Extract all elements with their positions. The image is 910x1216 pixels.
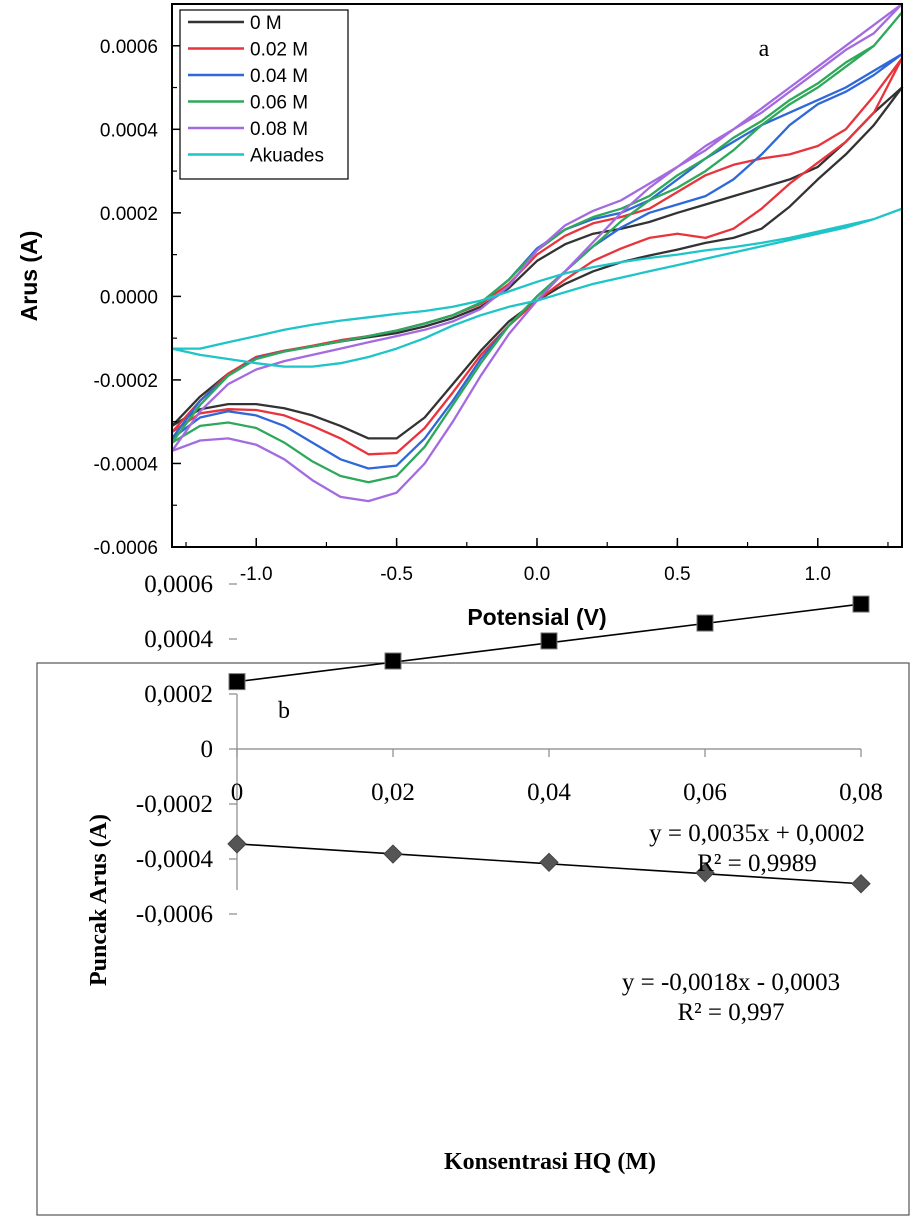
x-axis-ticks: -1.0 -0.5 0.0 0.5 1.0: [185, 538, 889, 585]
x-tick-label: 0.5: [664, 564, 690, 585]
r-squared-lower: R² = 0,997: [677, 999, 784, 1026]
square-marker: [228, 673, 246, 691]
r-squared-upper: R² = 0,9989: [697, 850, 817, 877]
y-axis-ticks: -0.0006 -0.0004 -0.0002 0.0000 0.0002 0.0004 0…: [94, 37, 181, 559]
diamond-marker: [695, 863, 715, 883]
y-axis-title: Arus (A): [16, 231, 42, 322]
y-tick-label: 0,0006: [144, 571, 213, 598]
axis-ticks: -0,0006 -0,0004 -0,0002 0 0,0002 0,0004 0,0006…: [136, 571, 883, 928]
y-tick-label: -0.0002: [94, 371, 158, 392]
y-tick-label: 0.0000: [100, 287, 158, 308]
legend: 0 M 0.02 M 0.04 M 0.06 M 0.08 M Akuades: [179, 9, 349, 180]
square-marker: [696, 614, 714, 632]
panel-label: a: [759, 36, 770, 62]
y-tick-label: -0.0006: [94, 538, 158, 559]
y-tick-label: 0.0006: [100, 37, 158, 58]
x-tick-label: 0: [231, 779, 244, 806]
diamond-marker: [539, 852, 559, 873]
legend-label: Akuades: [250, 146, 324, 167]
calibration-chart: -0,0006 -0,0004 -0,0002 0 0,0002 0,0004 0,0006…: [36, 571, 910, 1216]
x-tick-label: -0.5: [380, 564, 413, 585]
legend-label: 0.06 M: [250, 93, 308, 114]
diamond-marker: [227, 834, 247, 854]
legend-box: [179, 9, 349, 180]
panel-label: b: [278, 698, 290, 724]
y-tick-label: -0,0006: [136, 901, 213, 928]
y-tick-label: -0.0004: [94, 454, 159, 475]
y-tick-label: 0,0002: [144, 681, 213, 708]
y-tick-label: 0.0004: [100, 120, 159, 141]
square-marker: [540, 632, 558, 650]
x-tick-label: 0,06: [683, 779, 727, 806]
y-axis-title: Puncak Arus (A): [86, 814, 112, 986]
panel-border: [36, 662, 910, 1216]
y-tick-label: 0: [201, 736, 214, 763]
data-markers: [227, 595, 871, 894]
y-tick-label: 0.0002: [100, 204, 158, 225]
x-tick-label: 0,04: [527, 779, 571, 806]
x-axis-title: Konsentrasi HQ (M): [444, 1149, 656, 1175]
y-tick-label: 0,0004: [144, 626, 213, 653]
x-tick-label: 0,08: [839, 779, 883, 806]
x-tick-label: 1.0: [805, 564, 831, 585]
legend-label: 0 M: [250, 13, 282, 34]
y-tick-label: -0,0002: [136, 791, 213, 818]
equation-lower: y = -0,0018x - 0,0003: [622, 969, 840, 996]
diamond-marker: [851, 874, 871, 894]
diamond-marker: [383, 844, 403, 864]
y-tick-label: -0,0004: [136, 846, 214, 873]
legend-label: 0.08 M: [250, 119, 308, 140]
cyclic-voltammogram-chart: -1.0 -0.5 0.0 0.5 1.0 -0.0006 -0.0004 -0.0002 0…: [16, 2, 904, 630]
x-tick-label: 0,02: [371, 779, 415, 806]
square-marker: [852, 595, 870, 613]
legend-label: 0.02 M: [250, 40, 308, 61]
equation-upper: y = 0,0035x + 0,0002: [649, 820, 865, 847]
x-axis-title: Potensial (V): [467, 604, 606, 630]
square-marker: [384, 652, 402, 670]
legend-label: 0.04 M: [250, 66, 308, 87]
x-tick-label: 0.0: [524, 564, 550, 585]
x-tick-label: -1.0: [240, 564, 273, 585]
